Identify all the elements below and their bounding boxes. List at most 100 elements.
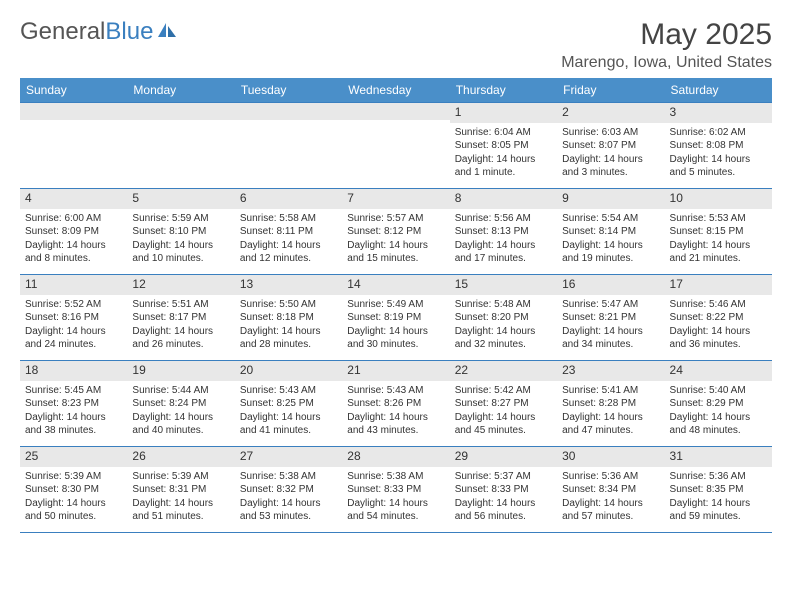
sunrise-text: Sunrise: 5:45 AM — [25, 384, 122, 398]
day-data: Sunrise: 6:00 AMSunset: 8:09 PMDaylight:… — [20, 209, 127, 268]
calendar-cell: 28Sunrise: 5:38 AMSunset: 8:33 PMDayligh… — [342, 447, 449, 533]
day-data: Sunrise: 5:38 AMSunset: 8:32 PMDaylight:… — [235, 467, 342, 526]
day-data: Sunrise: 5:44 AMSunset: 8:24 PMDaylight:… — [127, 381, 234, 440]
sunset-text: Sunset: 8:18 PM — [240, 311, 337, 325]
day-number: 18 — [20, 361, 127, 381]
weekday-header: Tuesday — [235, 78, 342, 103]
day-data: Sunrise: 6:04 AMSunset: 8:05 PMDaylight:… — [450, 123, 557, 182]
sunset-text: Sunset: 8:29 PM — [670, 397, 767, 411]
weekday-header-row: Sunday Monday Tuesday Wednesday Thursday… — [20, 78, 772, 103]
day-number: 8 — [450, 189, 557, 209]
daylight-text: Daylight: 14 hours and 45 minutes. — [455, 411, 552, 438]
daylight-text: Daylight: 14 hours and 47 minutes. — [562, 411, 659, 438]
calendar-cell: 25Sunrise: 5:39 AMSunset: 8:30 PMDayligh… — [20, 447, 127, 533]
sunset-text: Sunset: 8:17 PM — [132, 311, 229, 325]
logo: GeneralBlue — [20, 18, 178, 46]
sunrise-text: Sunrise: 5:37 AM — [455, 470, 552, 484]
day-number: 25 — [20, 447, 127, 467]
daylight-text: Daylight: 14 hours and 48 minutes. — [670, 411, 767, 438]
daylight-text: Daylight: 14 hours and 30 minutes. — [347, 325, 444, 352]
daylight-text: Daylight: 14 hours and 54 minutes. — [347, 497, 444, 524]
sunrise-text: Sunrise: 5:47 AM — [562, 298, 659, 312]
calendar-cell: 8Sunrise: 5:56 AMSunset: 8:13 PMDaylight… — [450, 189, 557, 275]
sunrise-text: Sunrise: 5:43 AM — [240, 384, 337, 398]
calendar-cell: 13Sunrise: 5:50 AMSunset: 8:18 PMDayligh… — [235, 275, 342, 361]
weekday-header: Saturday — [665, 78, 772, 103]
sunset-text: Sunset: 8:07 PM — [562, 139, 659, 153]
sunrise-text: Sunrise: 6:02 AM — [670, 126, 767, 140]
day-number: 15 — [450, 275, 557, 295]
sunrise-text: Sunrise: 5:54 AM — [562, 212, 659, 226]
sunset-text: Sunset: 8:27 PM — [455, 397, 552, 411]
calendar-cell: 22Sunrise: 5:42 AMSunset: 8:27 PMDayligh… — [450, 361, 557, 447]
calendar-cell: 31Sunrise: 5:36 AMSunset: 8:35 PMDayligh… — [665, 447, 772, 533]
day-data: Sunrise: 5:59 AMSunset: 8:10 PMDaylight:… — [127, 209, 234, 268]
daylight-text: Daylight: 14 hours and 5 minutes. — [670, 153, 767, 180]
sunrise-text: Sunrise: 5:43 AM — [347, 384, 444, 398]
sunrise-text: Sunrise: 6:04 AM — [455, 126, 552, 140]
sunset-text: Sunset: 8:13 PM — [455, 225, 552, 239]
calendar-cell: 7Sunrise: 5:57 AMSunset: 8:12 PMDaylight… — [342, 189, 449, 275]
sunset-text: Sunset: 8:05 PM — [455, 139, 552, 153]
day-number: 7 — [342, 189, 449, 209]
day-data: Sunrise: 5:45 AMSunset: 8:23 PMDaylight:… — [20, 381, 127, 440]
calendar-row: 25Sunrise: 5:39 AMSunset: 8:30 PMDayligh… — [20, 447, 772, 533]
day-number: 14 — [342, 275, 449, 295]
calendar-cell: 16Sunrise: 5:47 AMSunset: 8:21 PMDayligh… — [557, 275, 664, 361]
day-data: Sunrise: 5:48 AMSunset: 8:20 PMDaylight:… — [450, 295, 557, 354]
calendar-cell — [127, 103, 234, 189]
day-data: Sunrise: 5:41 AMSunset: 8:28 PMDaylight:… — [557, 381, 664, 440]
sunset-text: Sunset: 8:12 PM — [347, 225, 444, 239]
sunrise-text: Sunrise: 6:03 AM — [562, 126, 659, 140]
day-number: 6 — [235, 189, 342, 209]
sunset-text: Sunset: 8:33 PM — [455, 483, 552, 497]
calendar-cell: 29Sunrise: 5:37 AMSunset: 8:33 PMDayligh… — [450, 447, 557, 533]
header: GeneralBlue May 2025 Marengo, Iowa, Unit… — [20, 18, 772, 72]
sunset-text: Sunset: 8:26 PM — [347, 397, 444, 411]
day-data: Sunrise: 5:52 AMSunset: 8:16 PMDaylight:… — [20, 295, 127, 354]
calendar-cell: 1Sunrise: 6:04 AMSunset: 8:05 PMDaylight… — [450, 103, 557, 189]
day-number: 12 — [127, 275, 234, 295]
calendar-cell: 26Sunrise: 5:39 AMSunset: 8:31 PMDayligh… — [127, 447, 234, 533]
daylight-text: Daylight: 14 hours and 8 minutes. — [25, 239, 122, 266]
day-number: 10 — [665, 189, 772, 209]
day-number: 19 — [127, 361, 234, 381]
sunrise-text: Sunrise: 5:49 AM — [347, 298, 444, 312]
calendar-cell: 2 Sunrise: 6:03 AMSunset: 8:07 PMDaylight… — [557, 103, 664, 189]
day-data: Sunrise: 5:43 AMSunset: 8:26 PMDaylight:… — [342, 381, 449, 440]
day-number: 17 — [665, 275, 772, 295]
sunrise-text: Sunrise: 5:42 AM — [455, 384, 552, 398]
daylight-text: Daylight: 14 hours and 3 minutes. — [562, 153, 659, 180]
calendar-cell — [20, 103, 127, 189]
month-title: May 2025 — [561, 18, 772, 52]
calendar-cell: 21Sunrise: 5:43 AMSunset: 8:26 PMDayligh… — [342, 361, 449, 447]
day-data: Sunrise: 5:36 AMSunset: 8:35 PMDaylight:… — [665, 467, 772, 526]
daylight-text: Daylight: 14 hours and 40 minutes. — [132, 411, 229, 438]
calendar-cell: 17Sunrise: 5:46 AMSunset: 8:22 PMDayligh… — [665, 275, 772, 361]
logo-text-2: Blue — [105, 18, 153, 46]
sunrise-text: Sunrise: 5:39 AM — [25, 470, 122, 484]
day-data: Sunrise: 6:02 AMSunset: 8:08 PMDaylight:… — [665, 123, 772, 182]
calendar-cell — [342, 103, 449, 189]
calendar-row: 11Sunrise: 5:52 AMSunset: 8:16 PMDayligh… — [20, 275, 772, 361]
day-data: Sunrise: 5:47 AMSunset: 8:21 PMDaylight:… — [557, 295, 664, 354]
day-number: 23 — [557, 361, 664, 381]
sunrise-text: Sunrise: 5:50 AM — [240, 298, 337, 312]
day-number: 3 — [665, 103, 772, 123]
sunrise-text: Sunrise: 5:53 AM — [670, 212, 767, 226]
sunrise-text: Sunrise: 5:59 AM — [132, 212, 229, 226]
day-data: Sunrise: 5:37 AMSunset: 8:33 PMDaylight:… — [450, 467, 557, 526]
sunset-text: Sunset: 8:14 PM — [562, 225, 659, 239]
day-number: 13 — [235, 275, 342, 295]
title-block: May 2025 Marengo, Iowa, United States — [561, 18, 772, 72]
day-data: Sunrise: 5:38 AMSunset: 8:33 PMDaylight:… — [342, 467, 449, 526]
daylight-text: Daylight: 14 hours and 38 minutes. — [25, 411, 122, 438]
sunrise-text: Sunrise: 5:38 AM — [240, 470, 337, 484]
day-number: 11 — [20, 275, 127, 295]
daylight-text: Daylight: 14 hours and 24 minutes. — [25, 325, 122, 352]
day-number: 2 — [557, 103, 664, 123]
sunset-text: Sunset: 8:31 PM — [132, 483, 229, 497]
sunrise-text: Sunrise: 5:44 AM — [132, 384, 229, 398]
daylight-text: Daylight: 14 hours and 51 minutes. — [132, 497, 229, 524]
weekday-header: Wednesday — [342, 78, 449, 103]
